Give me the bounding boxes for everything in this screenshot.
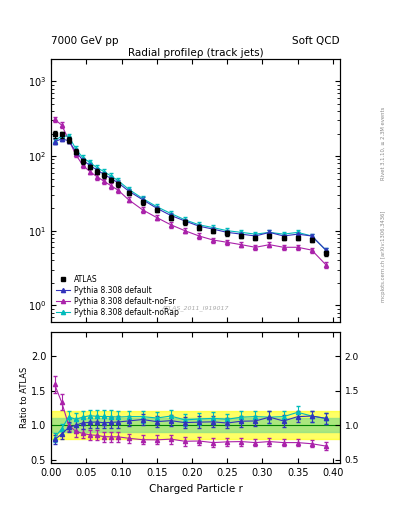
- Bar: [51, 418, 340, 432]
- Bar: [51, 412, 340, 439]
- Y-axis label: Ratio to ATLAS: Ratio to ATLAS: [20, 367, 29, 428]
- Legend: ATLAS, Pythia 8.308 default, Pythia 8.308 default-noFsr, Pythia 8.308 default-no: ATLAS, Pythia 8.308 default, Pythia 8.30…: [55, 273, 180, 318]
- X-axis label: Charged Particle r: Charged Particle r: [149, 484, 242, 494]
- Text: Soft QCD: Soft QCD: [292, 36, 340, 46]
- Text: ATLAS_2011_I919017: ATLAS_2011_I919017: [162, 306, 229, 311]
- Text: mcplots.cern.ch [arXiv:1306.3436]: mcplots.cern.ch [arXiv:1306.3436]: [381, 210, 386, 302]
- Text: Rivet 3.1.10, ≥ 2.3M events: Rivet 3.1.10, ≥ 2.3M events: [381, 106, 386, 180]
- Text: 7000 GeV pp: 7000 GeV pp: [51, 36, 119, 46]
- Title: Radial profileρ (track jets): Radial profileρ (track jets): [128, 48, 263, 58]
